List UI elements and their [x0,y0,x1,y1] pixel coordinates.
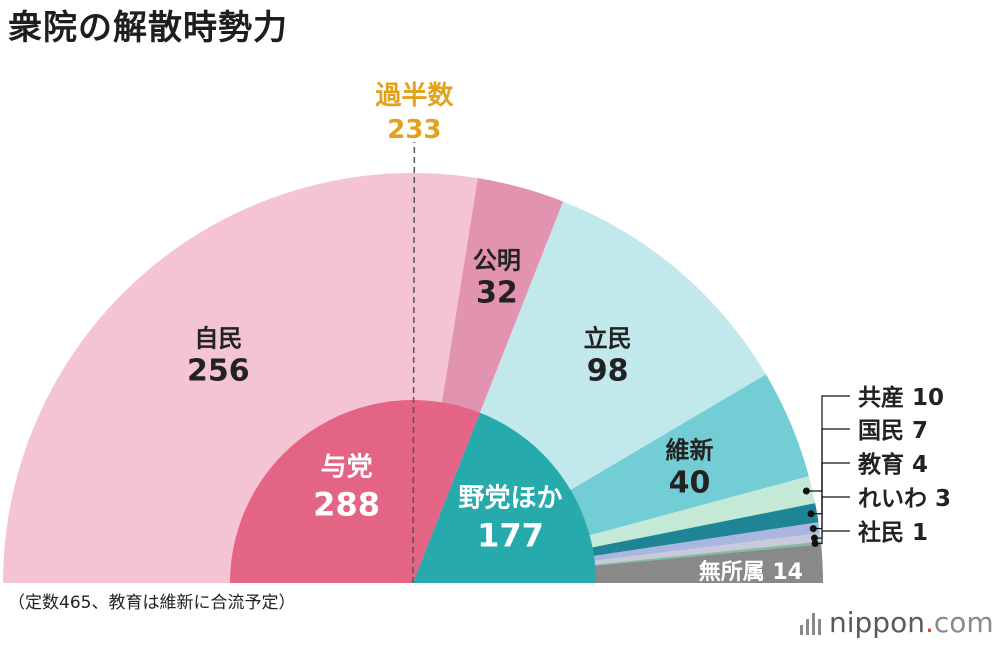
logo-dot: . [924,606,934,639]
leader-line-4 [806,395,850,492]
logo-tld: com [933,606,994,639]
inner-label-value-1: 177 [477,517,544,555]
outer-label-name-3: 維新 [665,437,713,465]
chart-title: 衆院の解散時勢力 [8,8,288,48]
inner-segment-0 [230,400,481,583]
outer-label-name-0: 自民 [194,325,242,353]
outer-label-small-8: 社民 1 [858,519,928,546]
inner-segment-1 [413,412,596,583]
logo-name: nippon [829,606,925,639]
outer-label-value-1: 32 [476,275,518,310]
outer-label-value-0: 256 [187,354,250,389]
outer-label-small-4: 共産 10 [858,384,944,411]
outer-label-value-2: 98 [587,354,629,389]
majority-value: 233 [387,115,441,145]
outer-label-small-5: 国民 7 [858,418,928,444]
chart-footnote: （定数465、教育は維新に合流予定） [8,593,296,613]
leader-line-5 [811,428,850,515]
leader-line-8 [815,530,850,545]
leader-line-7 [814,496,850,539]
outer-label-value-3: 40 [669,466,711,501]
outer-label-independent: 無所属 14 [699,559,803,585]
majority-line [412,141,416,584]
outer-label-small-7: れいわ 3 [858,486,951,512]
logo-bars-icon [800,611,821,635]
inner-label-name-0: 与党 [321,452,373,482]
nippon-logo: nippon. com [800,606,994,639]
inner-label-name-1: 野党ほか [459,484,563,514]
leader-line-6 [813,462,850,530]
outer-label-name-1: 公明 [473,246,521,274]
outer-label-small-6: 教育 4 [858,451,928,478]
outer-label-name-2: 立民 [584,325,632,353]
majority-label: 過半数 [375,81,454,111]
inner-label-value-0: 288 [313,485,380,523]
